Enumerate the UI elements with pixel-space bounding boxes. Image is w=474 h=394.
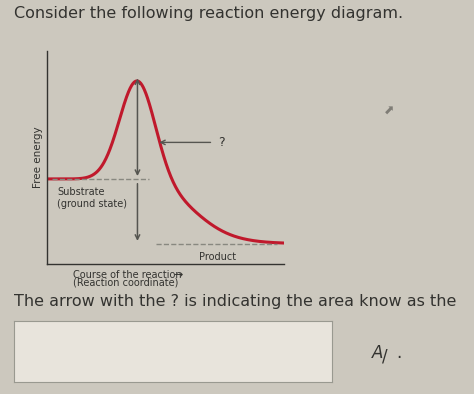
Text: ⬈: ⬈ (383, 104, 394, 117)
Text: (Reaction coordinate): (Reaction coordinate) (73, 278, 179, 288)
Text: →: → (173, 270, 182, 280)
Y-axis label: Free energy: Free energy (33, 127, 43, 188)
Text: ?: ? (218, 136, 225, 149)
Text: /: / (382, 348, 387, 366)
Text: The arrow with the ? is indicating the area know as the: The arrow with the ? is indicating the a… (14, 294, 456, 309)
Text: Consider the following reaction energy diagram.: Consider the following reaction energy d… (14, 6, 403, 21)
Text: Product: Product (200, 252, 237, 262)
Text: .: . (396, 344, 401, 362)
Text: A: A (372, 344, 383, 362)
Text: Course of the reaction: Course of the reaction (73, 270, 182, 280)
Text: Substrate
(ground state): Substrate (ground state) (57, 187, 127, 208)
